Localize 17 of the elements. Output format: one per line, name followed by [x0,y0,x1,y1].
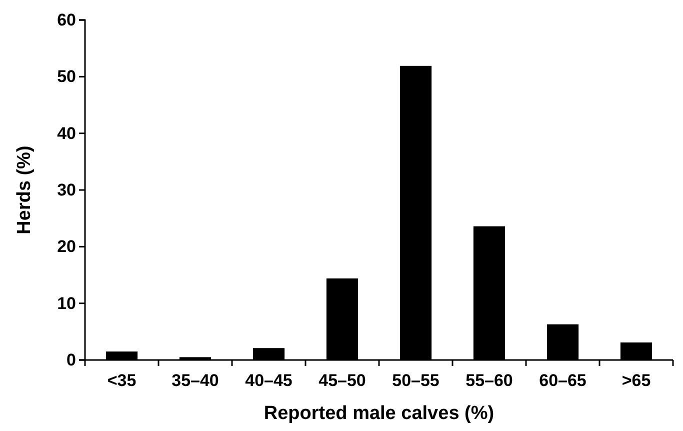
y-axis-title: Herds (%) [14,146,35,234]
y-tick-label: 30 [57,180,76,200]
x-tick-label: 45–50 [318,371,366,390]
y-tick-label: 40 [57,124,76,143]
y-tick-label: 50 [57,67,76,86]
x-tick-label: 35–40 [172,371,219,390]
y-tick-label: 10 [57,294,76,313]
y-tick-label: 20 [57,237,76,256]
x-tick-label: >65 [622,371,651,390]
x-tick-label: <35 [107,371,136,390]
y-tick-label: 0 [66,350,76,370]
x-tick-label: 60–65 [539,371,586,390]
y-tick-label: 60 [57,10,76,30]
x-tick-label: 40–45 [245,371,292,390]
x-tick-label: 50–55 [392,371,440,390]
x-axis-title: Reported male calves (%) [264,403,494,424]
x-tick-label: 55–60 [466,371,513,390]
